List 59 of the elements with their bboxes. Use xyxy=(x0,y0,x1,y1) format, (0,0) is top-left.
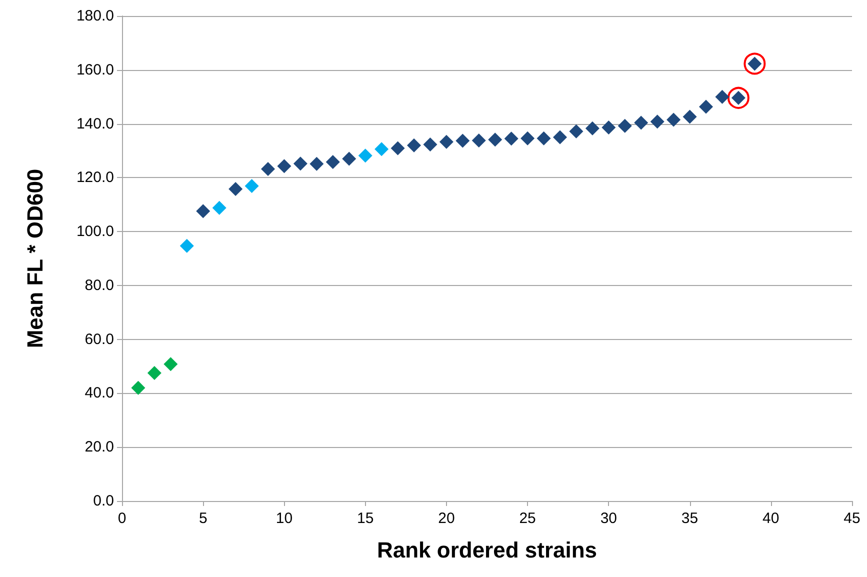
x-tick-label: 10 xyxy=(276,510,293,527)
point xyxy=(618,118,632,133)
point xyxy=(407,138,421,152)
point xyxy=(164,357,178,372)
x-axis-title: Rank ordered strains xyxy=(376,538,598,562)
y-tick-label: 100.0 xyxy=(76,223,114,240)
point xyxy=(536,131,551,146)
point xyxy=(196,204,210,218)
point xyxy=(682,110,697,124)
y-axis-title: Mean FL * OD600 xyxy=(22,168,48,348)
point xyxy=(277,159,292,174)
point xyxy=(456,134,470,148)
point xyxy=(261,162,275,176)
y-tick-label: 140.0 xyxy=(76,115,114,132)
point xyxy=(228,182,243,196)
point xyxy=(553,130,567,144)
point xyxy=(715,90,730,104)
point xyxy=(439,134,454,149)
x-tick-label: 25 xyxy=(519,510,536,527)
point xyxy=(650,114,664,129)
y-tick-label: 160.0 xyxy=(76,61,114,78)
point xyxy=(358,148,372,163)
point xyxy=(488,132,502,147)
y-tick-label: 120.0 xyxy=(76,169,114,186)
point xyxy=(634,116,648,130)
point xyxy=(147,366,162,380)
point xyxy=(520,131,535,146)
point xyxy=(310,156,324,171)
point xyxy=(504,132,518,146)
y-tick-label: 40.0 xyxy=(84,384,114,402)
point xyxy=(326,155,340,170)
point xyxy=(699,100,713,114)
y-tick-label: 180.0 xyxy=(76,8,114,24)
point xyxy=(212,200,226,215)
x-tick-label: 5 xyxy=(198,510,208,527)
x-tick-label: 40 xyxy=(762,510,780,527)
y-tick-label: 80.0 xyxy=(84,276,114,294)
y-tick-label: 20.0 xyxy=(84,438,114,456)
point xyxy=(244,179,259,194)
point xyxy=(602,120,616,135)
y-tick-label: 0.0 xyxy=(93,492,114,510)
point xyxy=(342,152,356,166)
point xyxy=(390,141,405,156)
point xyxy=(131,380,146,395)
point xyxy=(293,156,308,171)
x-tick-label: 0 xyxy=(118,510,126,527)
point xyxy=(585,121,600,136)
point xyxy=(180,238,194,253)
x-tick-label: 45 xyxy=(844,510,860,527)
point xyxy=(423,138,438,152)
x-tick-label: 15 xyxy=(356,510,374,527)
x-tick-label: 35 xyxy=(681,510,698,527)
x-tick-label: 30 xyxy=(600,510,618,527)
x-tick-label: 20 xyxy=(438,510,455,527)
point xyxy=(374,142,389,156)
point xyxy=(472,133,486,148)
y-tick-label: 60.0 xyxy=(84,330,114,348)
point xyxy=(666,112,681,127)
point xyxy=(569,124,584,138)
